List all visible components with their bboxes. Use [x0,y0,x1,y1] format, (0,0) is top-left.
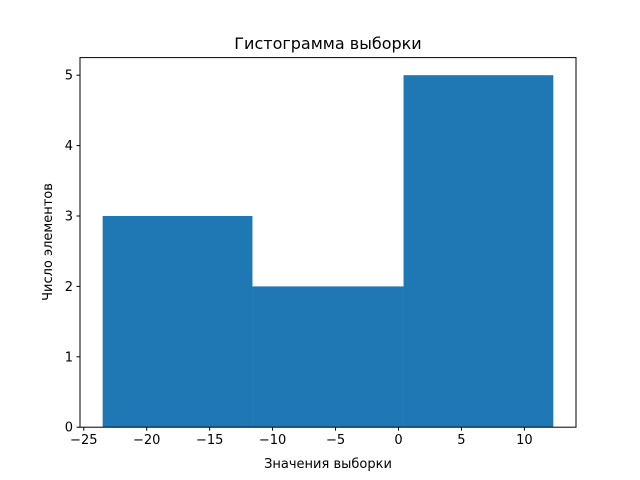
x-tick-label: 0 [394,433,402,448]
y-tick-label: 0 [65,421,73,436]
y-tick-label: 2 [65,280,73,295]
histogram-bar [102,216,253,428]
axes-frame [79,57,577,428]
x-tick-label: −15 [196,433,223,448]
chart-title: Гистограмма выборки [234,34,421,53]
histogram-bar [252,286,404,428]
x-tick-label: −5 [326,433,345,448]
y-tick-label: 4 [65,139,73,154]
x-tick-label: −10 [259,433,286,448]
x-axis-label: Значения выборки [264,457,392,472]
histogram-bar [403,75,554,428]
x-tick-label: −20 [133,433,160,448]
y-tick-label: 3 [65,210,73,225]
y-tick-label: 1 [65,350,73,365]
y-tick-label: 5 [65,69,73,84]
x-tick-label: −25 [70,433,97,448]
x-tick-label: 10 [516,433,533,448]
y-axis-label: Число элементов [41,183,56,301]
x-tick-label: 5 [457,433,465,448]
